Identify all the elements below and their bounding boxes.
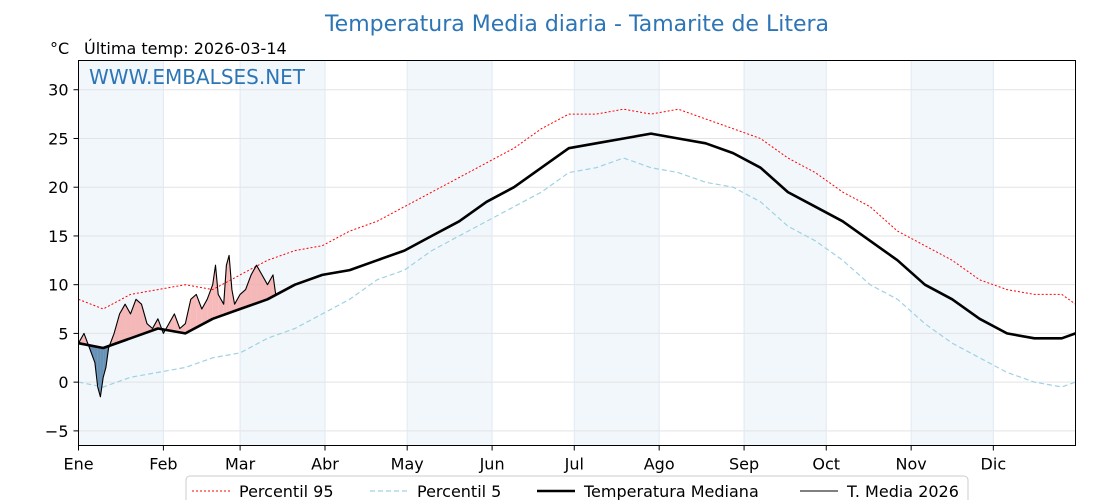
legend-label: Percentil 95 <box>239 482 334 500</box>
warm-anomaly-fill <box>114 313 120 345</box>
cold-anomaly-fill <box>100 347 104 397</box>
x-tick-label-sep: Sep <box>729 455 759 474</box>
month-band-ene <box>78 60 164 446</box>
warm-anomaly-fill <box>136 299 142 337</box>
chart-title: Temperatura Media diaria - Tamarite de L… <box>324 12 829 37</box>
warm-anomaly-fill <box>196 294 202 328</box>
series-line-temperatura-mediana <box>78 132 1076 350</box>
y-tick-label: 5 <box>58 324 68 343</box>
month-band-mar <box>240 60 326 446</box>
warm-anomaly-fill <box>218 294 224 317</box>
warm-anomaly-fill <box>262 274 268 302</box>
warm-anomaly-fill <box>234 294 241 311</box>
x-tick-label-feb: Feb <box>149 455 177 474</box>
x-tick-label-mar: Mar <box>225 455 256 474</box>
x-tick-label-jul: Jul <box>564 455 584 474</box>
x-tick-label-ene: Ene <box>63 455 93 474</box>
y-tick-label: 20 <box>48 178 68 197</box>
warm-anomaly-fill <box>190 294 197 331</box>
grid-lines <box>78 60 1076 446</box>
legend: Percentil 95 Percentil 5 Temperatura Media… <box>185 475 969 500</box>
warm-anomaly-fill <box>226 255 230 314</box>
warm-anomaly-fill <box>179 323 186 334</box>
y-axis-unit-label: °C <box>50 39 69 58</box>
x-tick-label-dic: Dic <box>981 455 1007 474</box>
warm-anomaly-fill <box>141 304 147 335</box>
warm-anomaly-fill <box>201 299 208 325</box>
series-lines <box>78 108 1076 398</box>
x-tick-label-nov: Nov <box>896 455 927 474</box>
x-tick-label-jun: Jun <box>479 455 505 474</box>
warm-anomaly-fill <box>119 304 126 343</box>
y-tick-label: 0 <box>58 373 68 392</box>
y-tick-label: 10 <box>48 276 68 295</box>
x-tick-label-abr: Abr <box>311 455 339 474</box>
month-band-nov <box>911 60 994 446</box>
warm-anomaly-fill <box>125 304 131 341</box>
series-line-percentil-95 <box>78 108 1076 310</box>
x-tick-label-oct: Oct <box>812 455 840 474</box>
warm-anomaly-fill <box>215 265 219 318</box>
warm-anomaly-fill <box>256 265 263 304</box>
month-band-may <box>407 60 493 446</box>
warm-anomaly-fill <box>130 299 137 339</box>
warm-anomaly-fill <box>251 265 257 306</box>
x-tick-label-ago: Ago <box>644 455 675 474</box>
warm-anomaly-fill <box>168 313 175 332</box>
x-tick-label-may: May <box>391 455 424 474</box>
y-tick-label: 15 <box>48 227 68 246</box>
month-bands <box>78 60 994 446</box>
warm-anomaly-fill <box>240 289 246 310</box>
last-update-label: Última temp: 2026-03-14 <box>84 39 287 58</box>
y-axis: −5 0 5 10 15 20 25 30 <box>45 81 79 441</box>
y-tick-label: 30 <box>48 81 68 100</box>
legend-label: Temperatura Mediana <box>583 482 759 500</box>
warm-anomaly-fill <box>212 265 216 319</box>
legend-label: T. Media 2026 <box>846 482 959 500</box>
month-band-sep <box>744 60 827 446</box>
warm-anomaly-fill <box>207 284 213 322</box>
warm-anomaly-fill <box>245 274 252 308</box>
anomaly-fills <box>78 255 276 397</box>
series-line-t-media-2026 <box>78 254 277 398</box>
watermark: WWW.EMBALSES.NET <box>89 65 306 89</box>
month-band-jul <box>574 60 660 446</box>
legend-frame <box>185 475 969 500</box>
warm-anomaly-fill <box>267 274 273 300</box>
x-axis: Ene Feb Mar Abr May Jun Jul Ago Sep Oct Nov Dic <box>63 445 1007 474</box>
series-line-percentil-5 <box>78 157 1076 388</box>
y-tick-label: 25 <box>48 129 68 148</box>
legend-label: Percentil 5 <box>417 482 501 500</box>
y-tick-label: −5 <box>45 422 69 441</box>
cold-anomaly-fill <box>97 346 101 397</box>
plot-frame <box>78 60 1076 446</box>
